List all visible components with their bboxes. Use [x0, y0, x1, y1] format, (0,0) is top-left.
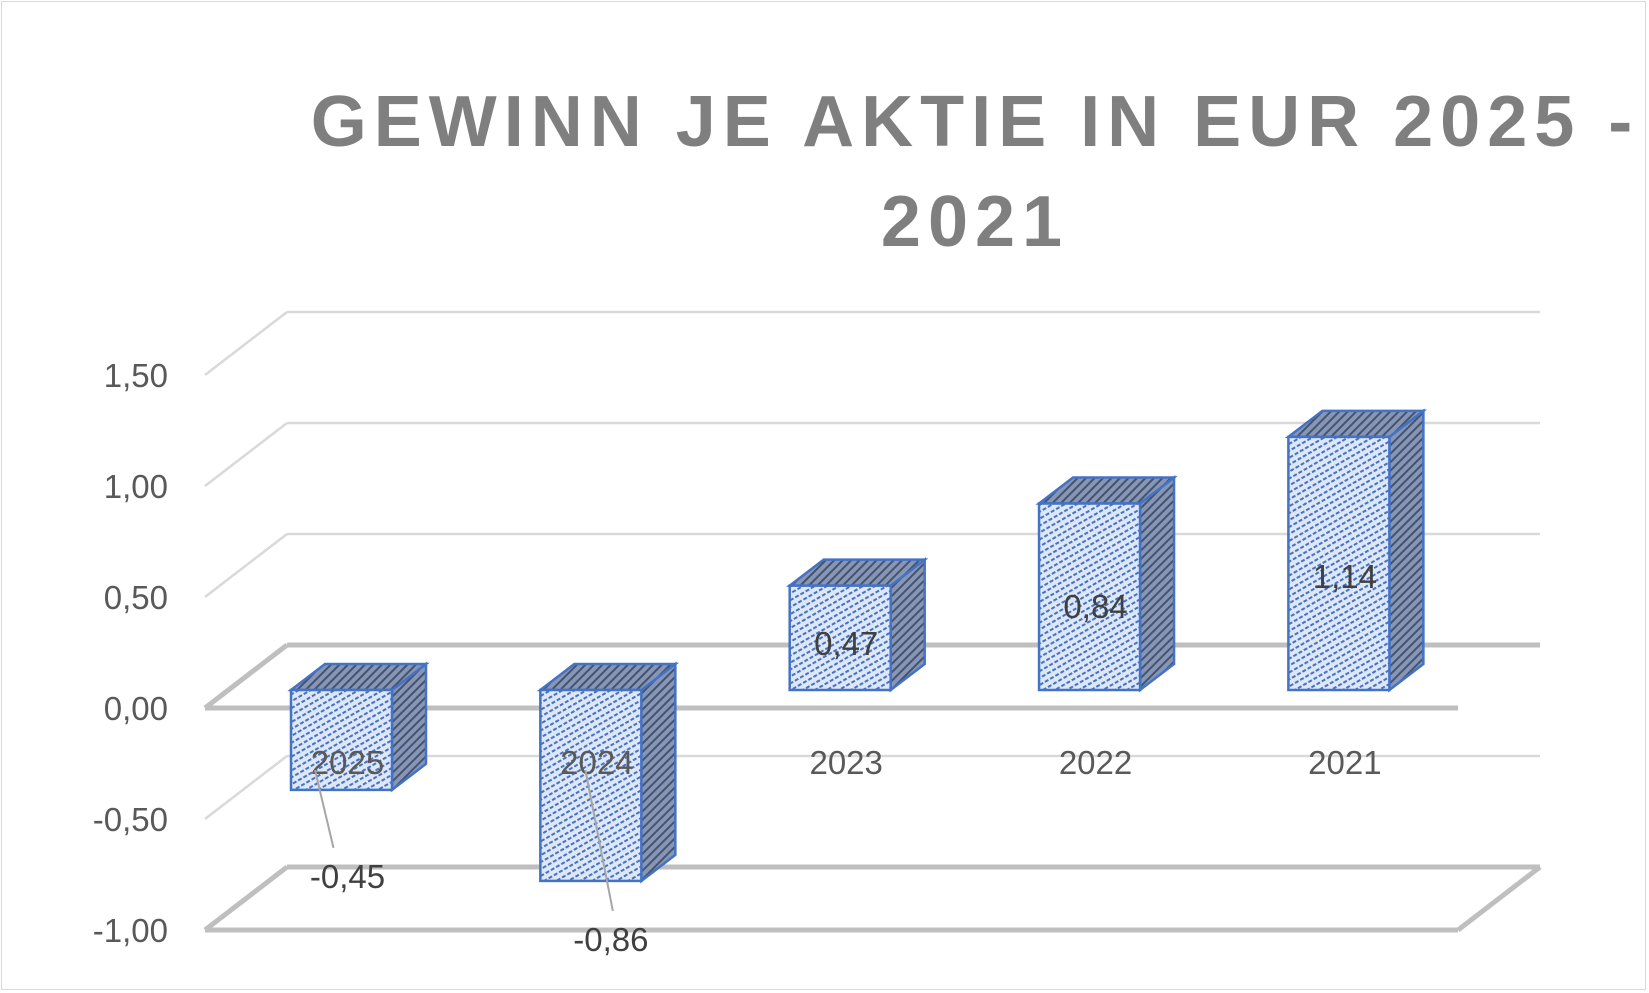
bars [287, 408, 1428, 884]
gridline-wall [203, 865, 289, 932]
bar-front [539, 688, 643, 883]
bar-2025 [287, 661, 430, 793]
x-category-label: 2025 [311, 744, 384, 781]
bar-2023 [786, 557, 929, 693]
bar-front [788, 584, 892, 692]
bar-side [640, 661, 677, 884]
y-tick-label: 0,50 [104, 579, 168, 616]
y-tick-label: 1,00 [104, 468, 168, 505]
bar-front [1037, 502, 1142, 692]
gridline-wall [204, 533, 288, 598]
leader-line [584, 769, 614, 912]
gridline-wall [204, 422, 288, 487]
bar-side [1388, 408, 1425, 693]
data-label: -0,45 [310, 858, 385, 895]
chart-title: GEWINN JE AKTIE IN EUR 2025 - 2021 [310, 82, 1640, 262]
y-tick-label: 0,00 [104, 690, 168, 727]
bar-side [1138, 474, 1176, 693]
leader-line [314, 769, 335, 849]
x-category-label: 2024 [560, 744, 633, 781]
min-floor-side [1456, 865, 1542, 932]
y-tick-label: -1,00 [93, 912, 168, 949]
gridline-wall [204, 311, 288, 376]
bar-front [289, 688, 394, 792]
x-category-label: 2023 [809, 744, 882, 781]
gridlines [203, 310, 1542, 933]
bar-2024 [536, 661, 680, 884]
data-label: 0,47 [814, 625, 878, 662]
x-category-label: 2022 [1059, 744, 1132, 781]
y-tick-label: 1,50 [104, 357, 168, 394]
data-label: 1,14 [1313, 558, 1377, 595]
bar-2022 [1035, 474, 1178, 693]
bar-2021 [1284, 408, 1428, 693]
bar-front [1287, 435, 1391, 692]
gridline-wall [203, 643, 289, 710]
x-category-label: 2021 [1308, 744, 1381, 781]
y-axis-ticks: -1,00 -0,50 0,00 0,50 1,00 1,50 [93, 357, 168, 949]
gridline-wall [204, 755, 288, 820]
data-label: 0,84 [1063, 588, 1127, 625]
data-label: -0,86 [573, 921, 648, 958]
y-tick-label: -0,50 [93, 801, 168, 838]
labels: 2025 -0,45 2024 -0,86 2023 0,47 2022 0,84 2021 1,… [310, 558, 1382, 958]
